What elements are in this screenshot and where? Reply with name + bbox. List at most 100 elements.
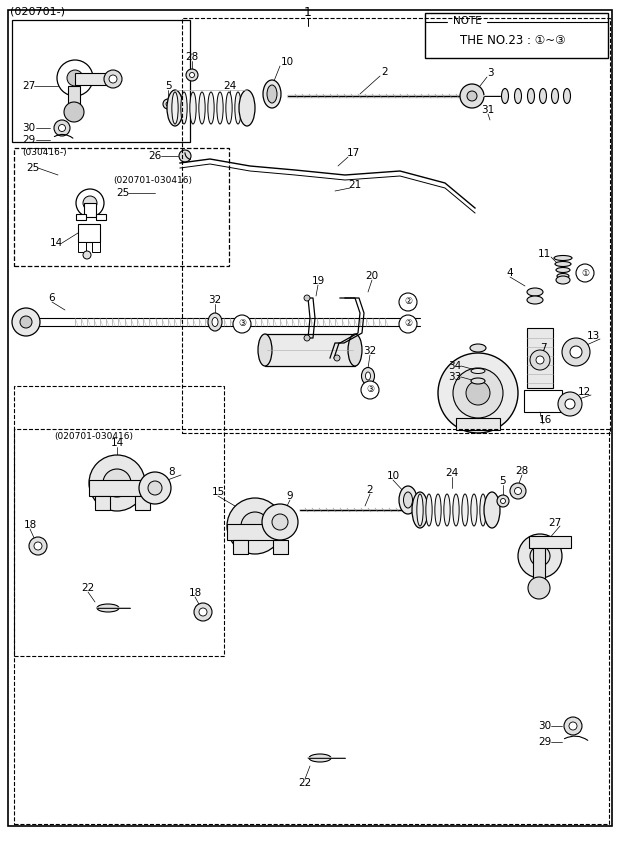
Text: 32: 32 [208,295,221,305]
Text: 4: 4 [507,268,513,278]
Text: 14: 14 [50,238,63,248]
Circle shape [186,69,198,81]
Ellipse shape [515,88,521,103]
Text: 6: 6 [49,293,55,303]
Circle shape [570,346,582,358]
Circle shape [272,514,288,530]
Bar [135,496,150,510]
Text: 25: 25 [26,163,39,173]
Bar [68,86,80,110]
Text: 5: 5 [165,81,171,91]
Circle shape [58,125,66,131]
Circle shape [304,335,310,341]
Ellipse shape [235,92,241,124]
Circle shape [89,455,145,511]
Ellipse shape [471,378,485,384]
Text: 34: 34 [448,361,461,371]
Text: 20: 20 [365,271,379,281]
Circle shape [194,603,212,621]
Circle shape [528,577,550,599]
Ellipse shape [471,369,485,373]
Circle shape [12,308,40,336]
Circle shape [233,315,251,333]
Bar [78,224,100,242]
Circle shape [199,608,207,616]
Text: 14: 14 [110,438,123,448]
Text: 24: 24 [445,468,459,478]
Text: 26: 26 [148,151,161,161]
Ellipse shape [462,494,468,526]
Text: ①: ① [581,269,589,277]
Ellipse shape [366,372,371,380]
Bar [273,540,288,554]
Circle shape [262,504,298,540]
Circle shape [304,295,310,301]
Circle shape [510,483,526,499]
Circle shape [139,472,171,504]
Text: 27: 27 [22,81,35,91]
Circle shape [20,316,32,328]
Ellipse shape [208,313,222,331]
Text: 18: 18 [188,588,202,598]
Circle shape [515,488,521,494]
Circle shape [83,196,97,210]
Ellipse shape [199,92,205,124]
Circle shape [438,353,518,433]
Bar [75,73,113,85]
Ellipse shape [556,267,570,272]
Circle shape [576,264,594,282]
Text: 30: 30 [22,123,35,133]
Ellipse shape [554,255,572,260]
Bar [524,390,562,412]
Circle shape [166,102,170,106]
Text: 15: 15 [211,487,224,497]
Ellipse shape [399,486,417,514]
Ellipse shape [172,92,178,124]
Circle shape [83,251,91,259]
Text: 2: 2 [382,67,388,77]
Ellipse shape [208,92,214,124]
Circle shape [530,546,550,566]
Ellipse shape [564,88,570,103]
Text: 10: 10 [386,471,399,481]
Ellipse shape [239,90,255,126]
Text: (020701-030416): (020701-030416) [113,176,192,185]
Circle shape [399,315,417,333]
Ellipse shape [528,88,534,103]
Text: 10: 10 [280,57,293,67]
Ellipse shape [181,92,187,124]
Bar [527,328,553,388]
Text: 3: 3 [487,68,494,78]
Circle shape [467,91,477,101]
Text: 5: 5 [500,476,507,486]
Ellipse shape [502,88,508,103]
Ellipse shape [426,494,432,526]
Ellipse shape [555,261,571,266]
Circle shape [564,717,582,735]
Ellipse shape [527,288,543,296]
Circle shape [565,399,575,409]
Ellipse shape [97,604,119,612]
Text: 29: 29 [22,135,35,145]
Circle shape [569,722,577,730]
Bar [84,203,96,217]
Bar [529,536,571,548]
Circle shape [227,498,283,554]
Text: NOTE: NOTE [453,16,481,26]
Text: 28: 28 [185,52,198,62]
Text: 13: 13 [587,331,600,341]
Circle shape [518,534,562,578]
Ellipse shape [226,92,232,124]
Ellipse shape [244,92,250,124]
Bar [14,386,224,656]
Bar [182,18,610,433]
Ellipse shape [470,344,486,352]
Bar [456,418,500,430]
Circle shape [536,356,544,364]
Circle shape [54,120,70,136]
Ellipse shape [190,92,196,124]
Ellipse shape [556,276,570,284]
Text: 11: 11 [538,249,551,259]
Circle shape [500,499,505,504]
Bar [227,524,283,540]
